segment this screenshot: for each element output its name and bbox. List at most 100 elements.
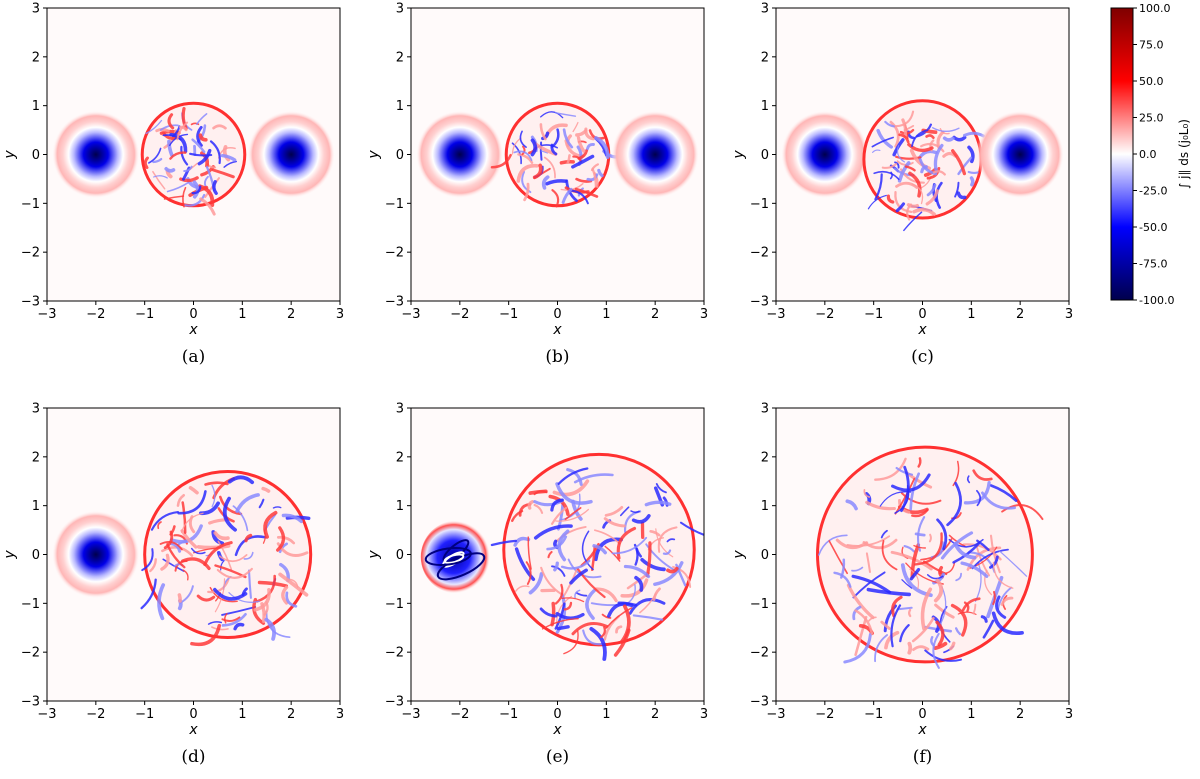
turbulent-filament <box>846 583 875 620</box>
turbulent-filament <box>645 543 676 571</box>
turbulent-filament <box>605 607 633 629</box>
turbulent-filament <box>956 191 967 200</box>
turbulent-filament <box>899 128 915 135</box>
x-tick-label: 3 <box>700 307 708 322</box>
x-tick-label: −1 <box>864 307 883 322</box>
turbulent-filament <box>894 161 900 169</box>
turbulent-filament <box>975 545 991 577</box>
turbulent-filament <box>874 457 907 481</box>
turbulent-filament <box>511 137 522 155</box>
turbulent-filament <box>199 197 216 216</box>
turbulent-filament <box>620 506 630 517</box>
turbulent-filament <box>880 529 888 539</box>
colorbar-gradient <box>1110 7 1134 301</box>
turbulent-filament <box>227 475 255 485</box>
y-tick-label: −3 <box>750 295 769 310</box>
x-tick-label: −3 <box>37 707 56 722</box>
turbulent-filament <box>541 618 579 630</box>
panel-caption: (d) <box>181 747 206 767</box>
turbulent-filament <box>942 136 955 142</box>
plot-content <box>816 445 1044 669</box>
colorbar-tick-label: 100.0 <box>1139 2 1171 15</box>
turbulent-filament <box>517 153 534 164</box>
turbulent-filament <box>976 489 982 507</box>
turbulent-filament <box>212 124 227 130</box>
flux-tube <box>247 110 336 199</box>
plot-content <box>51 469 313 647</box>
turbulent-filament <box>545 179 568 186</box>
turbulent-filament <box>890 604 902 648</box>
turbulent-filament <box>527 536 532 570</box>
turbulent-filament <box>895 202 906 213</box>
turbulent-filament <box>207 621 223 625</box>
x-tick-label: −3 <box>766 707 785 722</box>
turbulent-filament <box>981 491 1016 510</box>
turbulent-filament <box>203 541 233 567</box>
x-axis-label: x <box>188 722 198 738</box>
turbulent-filament <box>933 578 944 603</box>
turbulent-filament <box>220 153 237 162</box>
turbulent-filament <box>167 113 175 130</box>
turbulent-filament <box>190 547 206 555</box>
y-tick-label: 1 <box>761 99 769 114</box>
turbulent-filament <box>874 173 883 201</box>
turbulent-filament <box>969 176 975 187</box>
y-tick-label: 3 <box>396 2 404 17</box>
turbulent-filament <box>539 141 543 161</box>
turbulent-filament <box>221 612 247 627</box>
x-tick-label: 3 <box>336 707 344 722</box>
turbulent-filament <box>632 614 664 621</box>
turbulent-filament <box>881 163 898 169</box>
turbulent-filament <box>182 569 189 581</box>
turbulent-filament <box>967 170 979 174</box>
flux-tube <box>611 110 700 199</box>
flux-tube <box>51 110 140 199</box>
y-tick-label: −1 <box>385 197 404 212</box>
panel-caption: (b) <box>545 347 570 367</box>
flux-tube-filament <box>424 546 472 566</box>
turbulent-filament <box>611 536 648 555</box>
turbulent-filament <box>657 526 678 553</box>
turbulent-filament <box>527 500 535 510</box>
turbulent-filament <box>932 127 960 133</box>
turbulent-filament <box>167 139 174 157</box>
turbulent-filament <box>972 603 977 615</box>
x-tick-label: 1 <box>967 307 975 322</box>
panel-a: −3 −2 −1 0 1 2 3 −3 −2 −1 0 1 2 3 x y <box>2 2 344 339</box>
turbulent-filament <box>540 566 563 596</box>
turbulent-filament <box>896 160 914 166</box>
turbulent-filament <box>894 477 916 515</box>
turbulent-filament <box>571 622 609 636</box>
colorbar-tick-label: -25.0 <box>1139 185 1167 198</box>
turbulent-filament <box>906 203 919 209</box>
turbulent-filament <box>228 592 260 603</box>
turbulent-filament <box>616 526 637 560</box>
turbulent-filament <box>574 589 581 599</box>
turbulent-filament <box>552 479 590 497</box>
turbulent-filament <box>523 182 530 202</box>
turbulent-filament <box>145 119 163 135</box>
y-tick-label: 1 <box>32 99 40 114</box>
turbulent-filament <box>879 491 912 507</box>
turbulent-filament <box>619 604 631 644</box>
turbulent-filament <box>914 532 943 566</box>
colorbar-tick-label: 25.0 <box>1139 112 1164 125</box>
x-tick-label: 2 <box>651 707 659 722</box>
y-tick-label: 1 <box>32 499 40 514</box>
turbulent-filament <box>835 538 869 550</box>
x-axis-label: x <box>552 722 562 738</box>
turbulent-filament <box>972 469 993 481</box>
turbulent-filament <box>276 535 296 545</box>
turbulent-filament <box>281 513 303 524</box>
turbulent-filament <box>148 147 162 164</box>
turbulent-filament <box>576 568 606 599</box>
panel-b: −3 −2 −1 0 1 2 3 −3 −2 −1 0 1 2 3 x y <box>366 2 708 339</box>
turbulent-filament <box>928 533 932 543</box>
turbulent-filament <box>851 574 892 594</box>
turbulent-filament <box>600 626 606 639</box>
turbulent-filament <box>940 531 974 560</box>
turbulent-filament <box>528 572 544 595</box>
x-tick-label: 2 <box>287 307 295 322</box>
turbulent-filament <box>679 521 704 537</box>
turbulent-filament <box>914 532 926 537</box>
